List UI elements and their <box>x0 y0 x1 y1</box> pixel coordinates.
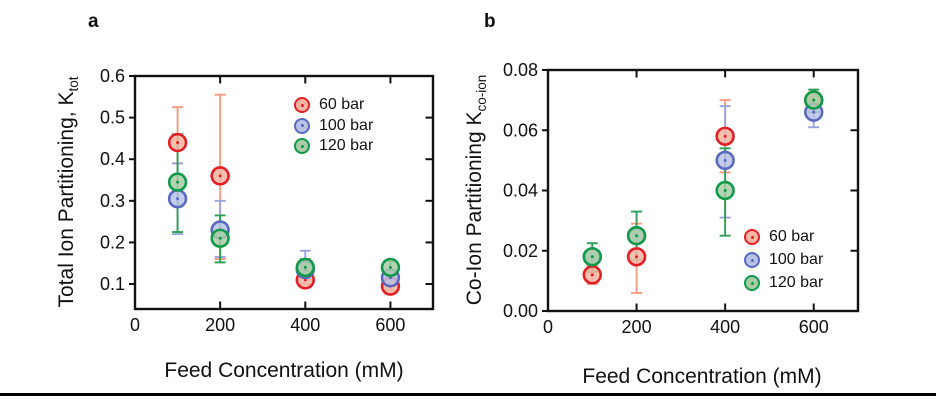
marker-120-bar-400mM-dot <box>303 265 307 269</box>
legend-marker-100-bar-icon <box>744 252 760 268</box>
legend-item-60-bar: 60 bar <box>744 229 823 245</box>
legend-item-100-bar: 100 bar <box>744 252 823 268</box>
y-axis-label-a-subscript: tot <box>66 76 81 92</box>
marker-120-bar-100mM-dot <box>590 255 594 259</box>
bottom-divider-rule <box>0 393 936 396</box>
legend-item-120-bar: 120 bar <box>294 138 373 154</box>
y-tick-label: 0.5 <box>100 108 125 128</box>
marker-60-bar-400mM-dot <box>723 134 727 138</box>
x-tick-label: 600 <box>375 315 405 335</box>
panel-a-plot: 0 200 400 600 0.1 0.2 0.3 0.4 0.5 0.6 <box>100 66 435 335</box>
x-tick-label: 0 <box>130 315 140 335</box>
axes-frame <box>133 74 435 311</box>
y-tick-label: 0.00 <box>503 301 538 321</box>
marker-100-bar-100mM-dot <box>176 197 180 201</box>
y-axis-label-a-text: Total Ion Partitioning, K <box>55 91 78 308</box>
legend-marker-60-bar-icon <box>744 229 760 245</box>
x-tick-label: 400 <box>710 317 740 337</box>
y-tick-label: 0.6 <box>100 66 125 86</box>
x-tick-label: 200 <box>622 317 652 337</box>
y-tick-label: 0.02 <box>503 241 538 261</box>
x-tick-label: 400 <box>290 315 320 335</box>
marker-100-bar-600mM-dot <box>812 110 816 114</box>
y-tick-label: 0.08 <box>503 60 538 80</box>
legend-label-100-bar: 100 bar <box>319 116 374 134</box>
marker-120-bar-200mM-dot <box>218 236 222 240</box>
marker-120-bar-600mM-dot <box>812 98 816 102</box>
panel-a-letter: a <box>88 11 99 32</box>
legend-label-120-bar: 120 bar <box>319 137 374 154</box>
legend-panel-a: 60 bar 100 bar 120 bar <box>294 97 373 159</box>
marker-120-bar-100mM-dot <box>176 180 180 184</box>
marker-120-bar-600mM-dot <box>388 265 392 269</box>
legend-marker-120-bar-icon <box>294 138 310 154</box>
legend-label-120-bar: 120 bar <box>769 274 824 291</box>
legend-label-60-bar: 60 bar <box>769 228 815 245</box>
legend-label-100-bar: 100 bar <box>769 251 824 268</box>
x-tick-label: 600 <box>799 317 829 337</box>
legend-label-60-bar: 60 bar <box>319 96 365 113</box>
y-axis-label-b-text: Co-Ion Partitioning K <box>463 111 486 306</box>
marker-60-bar-200mM-dot <box>218 174 222 178</box>
marker-120-bar-200mM-dot <box>635 234 639 238</box>
y-tick-label: 0.4 <box>100 149 125 169</box>
legend-item-120-bar: 120 bar <box>744 275 823 291</box>
y-tick-label: 0.3 <box>100 191 125 211</box>
y-tick-label: 0.06 <box>503 120 538 140</box>
marker-60-bar-200mM-dot <box>635 255 639 259</box>
x-axis-label-a: Feed Concentration (mM) <box>164 359 404 382</box>
marker-60-bar-100mM-dot <box>590 273 594 277</box>
legend-item-60-bar: 60 bar <box>294 97 373 113</box>
y-tick-label: 0.04 <box>503 181 538 201</box>
marker-120-bar-400mM-dot <box>723 189 727 192</box>
x-axis-label-b: Feed Concentration (mM) <box>582 365 822 388</box>
marker-60-bar-100mM-dot <box>176 141 180 145</box>
legend-marker-100-bar-icon <box>294 117 310 134</box>
y-axis-label-b-subscript: co-ion <box>474 74 489 112</box>
legend-item-100-bar: 100 bar <box>294 116 374 134</box>
x-tick-label: 0 <box>543 317 553 337</box>
legend-marker-120-bar-icon <box>744 275 760 291</box>
y-tick-label: 0.2 <box>100 232 125 252</box>
marker-100-bar-400mM-dot <box>723 158 727 162</box>
y-axis-label-a: Total Ion Partitioning, Ktot <box>55 77 81 308</box>
legend-marker-60-bar-icon <box>294 97 310 113</box>
legend-panel-b: 60 bar 100 bar 120 bar <box>744 229 823 298</box>
y-tick-label: 0.1 <box>100 274 125 294</box>
y-axis-label-b: Co-Ion Partitioning Kco-ion <box>463 75 489 306</box>
x-tick-label: 200 <box>205 315 235 335</box>
panel-b-letter: b <box>484 11 496 32</box>
panel-b-plot: 0 200 400 600 0.00 0.02 0.04 0.06 0.08 <box>503 60 860 337</box>
